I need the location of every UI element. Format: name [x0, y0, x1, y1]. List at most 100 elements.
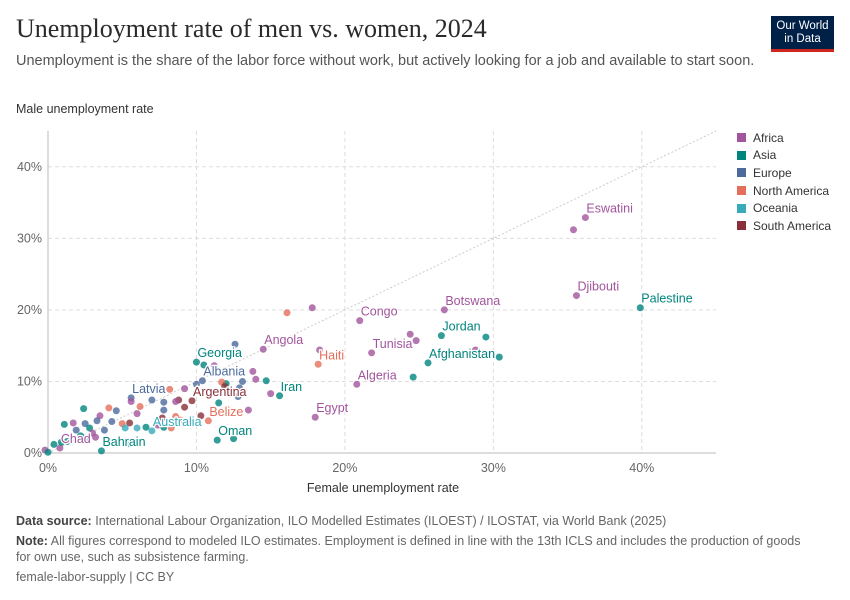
data-point: [409, 373, 417, 381]
data-point: [316, 346, 324, 354]
data-point-belize: [204, 417, 212, 425]
data-point: [142, 423, 150, 431]
data-point: [63, 438, 71, 446]
point-label: Congo: [361, 305, 398, 319]
point-label: Botswana: [445, 294, 500, 308]
point-label: Bahrain: [102, 435, 145, 449]
data-point-congo: [356, 317, 364, 325]
data-point: [234, 392, 242, 400]
legend-label: Oceania: [753, 201, 798, 216]
data-point-algeria: [353, 380, 361, 388]
data-point: [210, 362, 218, 370]
data-point: [262, 377, 270, 385]
data-point-argentina: [188, 397, 196, 405]
data-point: [200, 361, 208, 369]
point-label: Iran: [281, 380, 303, 394]
data-point: [244, 406, 252, 414]
license[interactable]: female-labor-supply | CC BY: [16, 570, 175, 584]
legend-label: North America: [753, 183, 830, 198]
data-point: [231, 340, 239, 348]
point-label: Haiti: [319, 348, 344, 362]
source-text: International Labour Organization, ILO M…: [95, 514, 667, 528]
data-point: [81, 420, 89, 428]
data-point: [108, 418, 116, 426]
data-point: [60, 420, 68, 428]
data-point-albania: [198, 377, 206, 385]
data-point: [160, 423, 168, 431]
legend-swatch: [737, 150, 746, 160]
point-label: Argentina: [193, 385, 247, 399]
data-point-iran: [276, 392, 284, 400]
x-tick-label: 10%: [184, 461, 209, 475]
x-tick-label: 30%: [481, 461, 506, 475]
data-point: [160, 406, 168, 414]
data-source: Data source: International Labour Organi…: [16, 513, 816, 529]
data-point: [136, 402, 144, 410]
data-point: [472, 346, 480, 354]
data-point: [133, 424, 141, 432]
legend-item[interactable]: Asia: [737, 147, 831, 165]
data-point-angola: [259, 345, 267, 353]
point-label: Oman: [218, 424, 252, 438]
data-point: [92, 433, 100, 441]
chart-subtitle: Unemployment is the share of the labor f…: [16, 53, 755, 69]
data-point: [267, 390, 275, 398]
data-point: [126, 419, 134, 427]
data-point-tunisia: [368, 349, 376, 357]
y-tick-label: 30%: [17, 231, 42, 245]
data-point: [124, 440, 132, 448]
point-label: Chad: [61, 432, 91, 446]
data-point: [197, 412, 205, 420]
data-point: [181, 385, 189, 393]
data-point: [158, 414, 166, 422]
legend-item[interactable]: North America: [737, 182, 831, 200]
data-point-egypt: [311, 413, 319, 421]
data-point: [148, 396, 156, 404]
x-axis-label: Female unemployment rate: [306, 481, 460, 495]
legend-swatch: [737, 221, 746, 231]
data-point: [181, 403, 189, 411]
data-point-bahrain: [97, 447, 105, 455]
note-label: Note:: [16, 534, 48, 548]
x-tick-label: 40%: [629, 461, 654, 475]
data-point: [192, 380, 200, 388]
legend-swatch: [737, 168, 746, 178]
point-label: Belize: [209, 405, 243, 419]
data-point: [308, 304, 316, 312]
data-point-australia: [148, 427, 156, 435]
data-point-haiti: [314, 360, 322, 368]
legend-label: South America: [753, 218, 832, 233]
x-tick-label: 0%: [39, 461, 57, 475]
data-point: [121, 424, 129, 432]
data-point: [57, 438, 65, 446]
data-point: [160, 398, 168, 406]
point-label: Georgia: [197, 346, 242, 360]
point-label: Latvia: [132, 382, 165, 396]
owid-logo[interactable]: Our World in Data: [771, 16, 834, 52]
data-point: [482, 333, 490, 341]
point-label: Eswatini: [586, 202, 633, 216]
point-label: Tunisia: [373, 337, 413, 351]
legend-label: Europe: [753, 165, 792, 180]
point-label: Algeria: [358, 368, 397, 382]
legend: Africa Asia Europe North America Oceania Sout…: [737, 129, 831, 235]
point-label: Palestine: [641, 292, 692, 306]
data-point: [50, 440, 58, 448]
legend-item[interactable]: South America: [737, 217, 831, 235]
point-label: Australia: [153, 415, 202, 429]
source-label: Data source:: [16, 514, 92, 528]
legend-item[interactable]: Oceania: [737, 199, 831, 217]
data-point: [230, 435, 238, 443]
legend-item[interactable]: Africa: [737, 129, 831, 147]
data-point: [412, 337, 420, 345]
point-label: Afghanistan: [429, 347, 495, 361]
data-point: [72, 426, 80, 434]
data-point: [154, 421, 162, 429]
data-point-eswatini: [581, 214, 589, 222]
point-label: Jordan: [442, 320, 480, 334]
data-point-botswana: [440, 306, 448, 314]
legend-item[interactable]: Europe: [737, 164, 831, 182]
chart-title: Unemployment rate of men vs. women, 2024: [16, 14, 487, 43]
